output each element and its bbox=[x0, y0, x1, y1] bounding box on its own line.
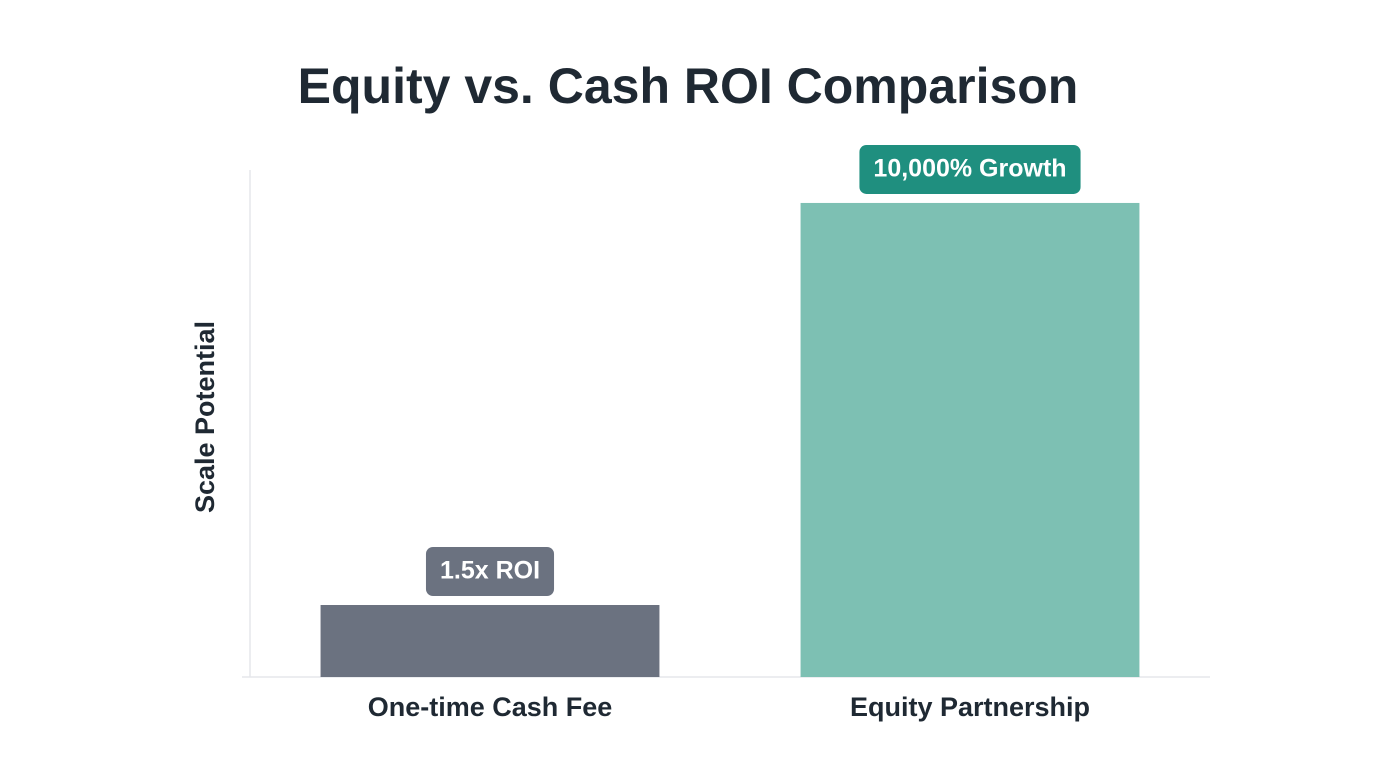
x-tick-label: One-time Cash Fee bbox=[368, 692, 613, 722]
data-label: 1.5x ROI bbox=[440, 557, 540, 585]
x-tick-label: Equity Partnership bbox=[850, 692, 1090, 722]
bar bbox=[800, 202, 1140, 677]
chart-title: Equity vs. Cash ROI Comparison bbox=[298, 58, 1079, 114]
label-badge bbox=[859, 144, 1081, 194]
y-axis-label: Scale Potential bbox=[190, 321, 220, 513]
label-badge bbox=[425, 547, 555, 597]
bar bbox=[320, 605, 660, 677]
data-label: 10,000% Growth bbox=[873, 155, 1066, 183]
